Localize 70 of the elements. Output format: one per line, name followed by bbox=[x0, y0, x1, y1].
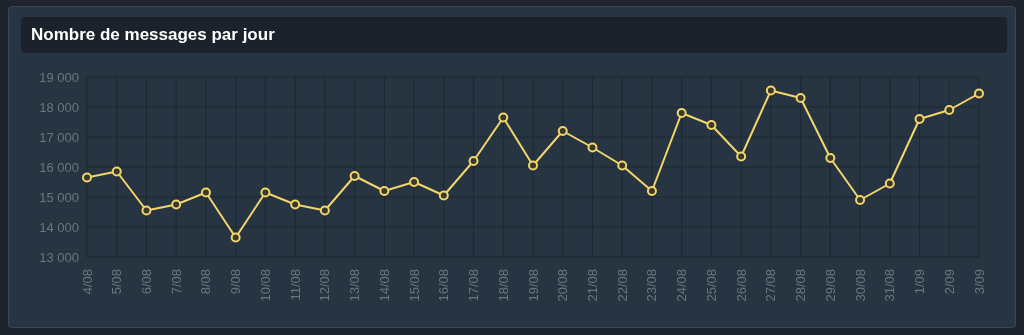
x-tick-label: 8/08 bbox=[198, 269, 214, 295]
point bbox=[409, 177, 420, 187]
x-tick-label: 13/08 bbox=[347, 269, 363, 302]
point bbox=[379, 186, 390, 196]
y-tick-label: 13 000 bbox=[39, 249, 79, 265]
x-tick-label: 27/08 bbox=[763, 269, 779, 302]
point bbox=[171, 199, 182, 210]
point bbox=[230, 232, 241, 243]
point bbox=[736, 151, 747, 162]
x-tick-label: 3/09 bbox=[971, 269, 987, 295]
point bbox=[319, 205, 330, 216]
point bbox=[349, 171, 360, 181]
x-tick-label: 17/08 bbox=[466, 269, 482, 302]
y-tick-label: 16 000 bbox=[39, 159, 79, 175]
x-tick-label: 5/08 bbox=[109, 269, 125, 295]
x-tick-label: 20/08 bbox=[555, 269, 571, 302]
point bbox=[855, 195, 866, 205]
x-tick-label: 16/08 bbox=[436, 269, 452, 302]
point bbox=[557, 126, 568, 136]
point bbox=[200, 187, 211, 198]
x-tick-label: 1/09 bbox=[912, 269, 928, 295]
x-tick-label: 6/08 bbox=[138, 269, 154, 295]
x-tick-label: 22/08 bbox=[614, 269, 630, 302]
x-tick-label: 31/08 bbox=[882, 269, 898, 302]
point bbox=[498, 112, 509, 123]
y-tick-label: 14 000 bbox=[39, 219, 79, 235]
point bbox=[141, 205, 152, 216]
point bbox=[587, 142, 598, 153]
x-tick-label: 23/08 bbox=[644, 269, 660, 302]
point bbox=[706, 120, 717, 130]
x-tick-label: 9/08 bbox=[228, 269, 244, 295]
point bbox=[914, 114, 925, 124]
point bbox=[795, 93, 806, 103]
x-tick-label: 7/08 bbox=[168, 269, 184, 295]
point bbox=[617, 160, 628, 171]
point bbox=[82, 172, 92, 183]
x-tick-label: 14/08 bbox=[376, 269, 392, 302]
point bbox=[884, 178, 895, 189]
y-tick-label: 19 000 bbox=[39, 69, 79, 85]
chart-title: Nombre de messages par jour bbox=[21, 17, 1007, 53]
y-tick-label: 18 000 bbox=[39, 99, 79, 115]
y-tick-label: 17 000 bbox=[39, 129, 79, 145]
x-tick-label: 10/08 bbox=[257, 269, 273, 302]
point bbox=[974, 88, 984, 99]
x-tick-label: 29/08 bbox=[822, 269, 838, 302]
x-tick-label: 12/08 bbox=[317, 269, 333, 302]
point bbox=[676, 108, 687, 118]
x-tick-label: 21/08 bbox=[584, 269, 600, 302]
point bbox=[260, 187, 271, 198]
x-tick-label: 24/08 bbox=[674, 269, 690, 302]
x-tick-label: 25/08 bbox=[703, 269, 719, 302]
point bbox=[646, 186, 657, 196]
point bbox=[825, 153, 836, 163]
x-tick-label: 15/08 bbox=[406, 269, 422, 302]
x-tick-label: 11/08 bbox=[287, 269, 303, 301]
y-tick-label: 15 000 bbox=[39, 189, 79, 205]
point bbox=[944, 105, 955, 115]
point bbox=[528, 160, 538, 171]
x-tick-label: 26/08 bbox=[733, 269, 749, 302]
point bbox=[468, 156, 479, 166]
point bbox=[438, 190, 449, 201]
point bbox=[111, 166, 122, 177]
point bbox=[765, 85, 776, 96]
x-tick-label: 18/08 bbox=[495, 269, 511, 302]
x-tick-label: 4/08 bbox=[79, 269, 95, 295]
x-tick-label: 19/08 bbox=[525, 269, 541, 302]
x-tick-label: 2/09 bbox=[941, 269, 957, 295]
point bbox=[290, 199, 301, 210]
x-tick-label: 28/08 bbox=[793, 269, 809, 302]
x-tick-label: 30/08 bbox=[852, 269, 868, 302]
